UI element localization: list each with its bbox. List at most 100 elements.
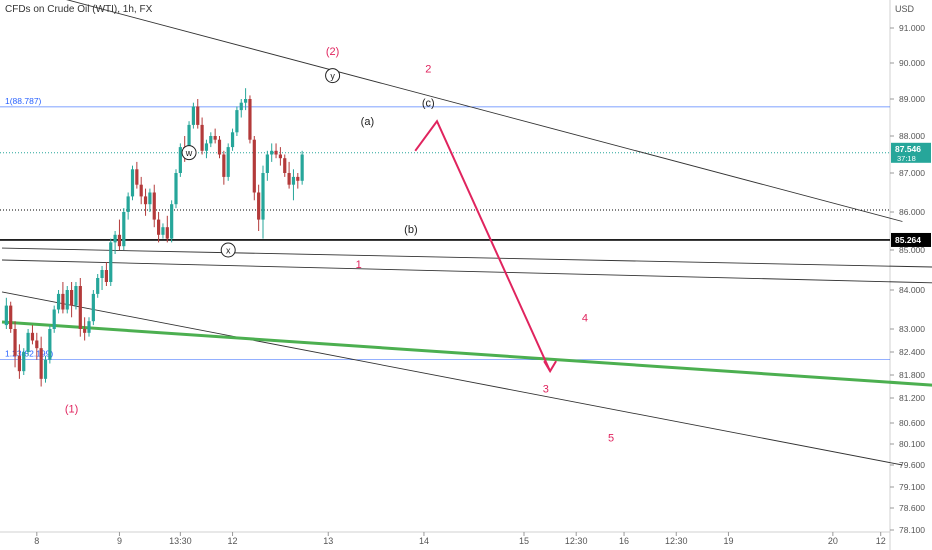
price-tick-label: 88.000 <box>899 131 925 141</box>
price-tick-label: 84.000 <box>899 285 925 295</box>
candle-body <box>26 332 30 352</box>
candle-body <box>178 147 182 173</box>
candle-body <box>61 293 65 310</box>
candle-body <box>35 340 39 349</box>
trendline-upper-channel[interactable] <box>2 0 903 222</box>
wave-label: 4 <box>582 312 588 324</box>
price-tick-label: 86.000 <box>899 207 925 217</box>
candle-body <box>91 293 95 322</box>
candle-body <box>9 305 13 329</box>
time-tick-label: 19 <box>723 536 733 546</box>
candle-body <box>39 348 43 379</box>
candle-body <box>157 219 161 235</box>
wave-label: (c) <box>422 98 435 110</box>
level-price-badge <box>891 232 931 247</box>
candle-body <box>43 359 48 379</box>
time-tick-label: 12 <box>876 536 886 546</box>
current-price-value: 87.546 <box>895 144 921 154</box>
candle-body <box>261 173 265 220</box>
time-tick-label: 13:30 <box>169 536 192 546</box>
price-tick-label: 81.200 <box>899 393 925 403</box>
candle-body <box>226 147 230 177</box>
time-tick-label: 9 <box>117 536 122 546</box>
candle-body <box>217 139 222 155</box>
price-tick-label: 85.000 <box>899 245 925 255</box>
candle-body <box>152 192 156 220</box>
fib-level-label: 1(88.787) <box>5 96 42 106</box>
candle-body <box>196 106 200 125</box>
time-tick-label: 12 <box>228 536 238 546</box>
candle-body <box>270 150 274 155</box>
candle-body <box>239 102 243 111</box>
currency-label: USD <box>894 4 914 14</box>
price-tick-label: 79.600 <box>899 460 925 470</box>
candle-body <box>252 139 256 193</box>
candle-body <box>204 143 209 151</box>
candle-body <box>70 290 74 306</box>
forecast-path[interactable] <box>414 119 552 372</box>
time-tick-label: 13 <box>323 536 333 546</box>
wave-label: x <box>226 246 231 256</box>
candle-body <box>13 329 17 356</box>
candle-body <box>52 309 56 329</box>
candle-body <box>265 154 269 173</box>
candle-body <box>74 286 78 306</box>
candle-body <box>48 329 52 360</box>
candle-body <box>22 352 26 372</box>
wave-label: w <box>185 148 193 158</box>
forecast-arrowhead <box>543 360 557 374</box>
candle-body <box>135 169 139 185</box>
candle-body <box>170 204 174 239</box>
price-tick-label: 91.000 <box>899 23 925 33</box>
price-tick-label: 82.400 <box>899 347 925 357</box>
candle-body <box>56 293 61 310</box>
green-support-line[interactable] <box>1 320 932 388</box>
time-tick-label: 14 <box>419 536 429 546</box>
wave-label: 5 <box>608 433 614 445</box>
wave-label-circle <box>220 242 236 258</box>
time-tick-label: 12:30 <box>565 536 588 546</box>
price-tick-label: 90.000 <box>899 58 925 68</box>
candle-body <box>130 169 135 197</box>
time-tick-label: 12:30 <box>665 536 688 546</box>
candle-body <box>200 124 204 151</box>
current-price-countdown: 37:18 <box>897 154 916 163</box>
candle-body <box>222 154 226 177</box>
candle-body <box>209 136 213 144</box>
candle-body <box>287 173 291 185</box>
candle-body <box>291 176 296 185</box>
wave-label: (b) <box>404 224 417 236</box>
candle-body <box>65 290 69 310</box>
candle-body <box>104 270 108 282</box>
candle-body <box>161 227 165 235</box>
price-tick-label: 80.600 <box>899 418 925 428</box>
price-tick-label: 78.600 <box>899 503 925 513</box>
trendline-lower-channel[interactable] <box>1 291 903 466</box>
candle-body <box>191 106 195 125</box>
wave-label-circle <box>325 68 341 84</box>
current-price-badge <box>891 142 931 163</box>
candle-body <box>248 99 252 140</box>
price-tick-label: 78.100 <box>899 525 925 535</box>
price-tick-label: 80.100 <box>899 439 925 449</box>
level-price-value: 85.264 <box>895 235 921 245</box>
candle-body <box>187 124 191 155</box>
trendline-mid-line-1[interactable] <box>1 247 932 268</box>
fib-level-label: 1.23(82.199) <box>5 349 53 359</box>
wave-label: 2 <box>425 63 431 75</box>
candle-body <box>257 192 261 220</box>
candle-body <box>278 154 282 159</box>
trendline-mid-line-2[interactable] <box>1 259 932 284</box>
symbol-title: CFDs on Crude Oil (WTI), 1h, FX <box>5 4 153 15</box>
wave-label: (1) <box>65 403 78 415</box>
time-tick-label: 16 <box>619 536 629 546</box>
candle-body <box>109 242 113 282</box>
candle-body <box>148 192 152 205</box>
wave-label: (2) <box>326 46 339 58</box>
candle-body <box>17 355 21 372</box>
wave-label: y <box>330 71 335 81</box>
time-tick-label: 20 <box>828 536 838 546</box>
candle-body <box>296 176 300 181</box>
